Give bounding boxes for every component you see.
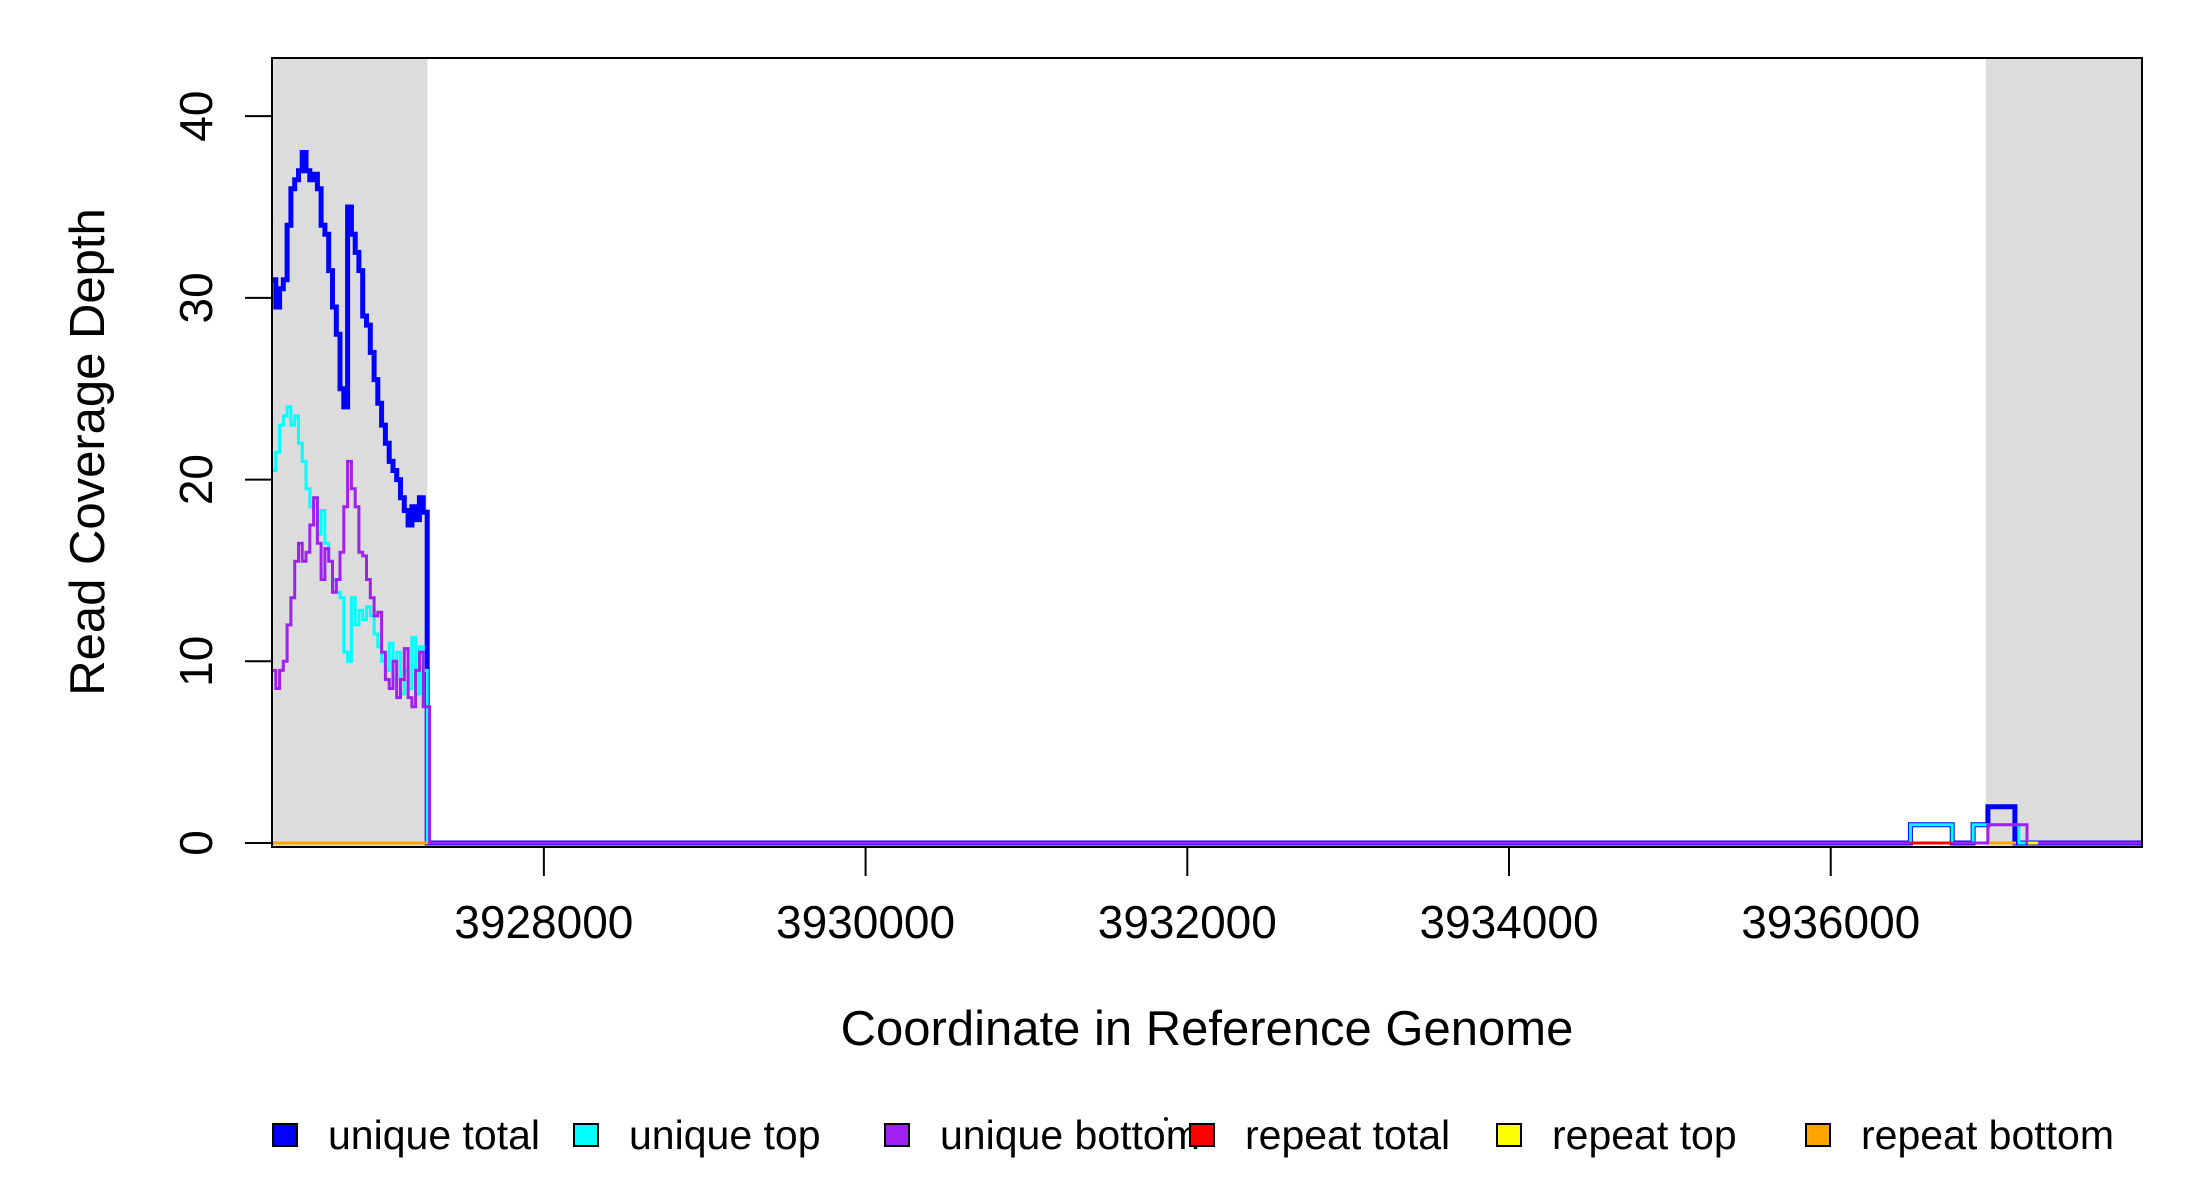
series-unique-bottom bbox=[272, 459, 2142, 845]
legend-label: unique total bbox=[328, 1112, 541, 1158]
legend-item-repeat-top: repeat top bbox=[1496, 1112, 1737, 1158]
legend-swatch bbox=[1805, 1123, 1831, 1147]
x-tick-label: 3934000 bbox=[1419, 896, 1598, 948]
legend-swatch bbox=[573, 1123, 599, 1147]
legend-label: repeat total bbox=[1245, 1112, 1451, 1158]
y-tick-label: 40 bbox=[170, 91, 222, 142]
legend-label: unique top bbox=[629, 1112, 821, 1158]
y-tick-label: 0 bbox=[170, 830, 222, 856]
x-tick-label: 3928000 bbox=[454, 896, 633, 948]
legend-label: repeat bottom bbox=[1861, 1112, 2114, 1158]
x-tick-label: 3936000 bbox=[1741, 896, 1920, 948]
x-tick-label: 3932000 bbox=[1098, 896, 1277, 948]
y-tick-label: 10 bbox=[170, 636, 222, 687]
legend-item-unique-bottom: unique bottom bbox=[884, 1112, 1200, 1158]
legend-swatch bbox=[1496, 1123, 1522, 1147]
series-unique-total bbox=[272, 150, 2142, 846]
masked-region-band bbox=[1985, 58, 2142, 847]
legend-label: repeat top bbox=[1552, 1112, 1737, 1158]
legend-item-unique-total: unique total bbox=[272, 1112, 541, 1158]
stray-dot-artifact bbox=[1164, 1117, 1168, 1121]
y-tick-label: 30 bbox=[170, 272, 222, 323]
legend-item-repeat-total: repeat total bbox=[1189, 1112, 1451, 1158]
legend-item-unique-top: unique top bbox=[573, 1112, 821, 1158]
x-axis-title: Coordinate in Reference Genome bbox=[840, 1002, 1574, 1056]
legend-item-repeat-bottom: repeat bottom bbox=[1805, 1112, 2114, 1158]
series-unique-top bbox=[272, 405, 2142, 845]
masked-region-band bbox=[272, 58, 428, 847]
legend-swatch bbox=[272, 1123, 298, 1147]
plot-frame bbox=[271, 57, 2143, 848]
y-tick-label: 20 bbox=[170, 454, 222, 505]
legend-label: unique bottom bbox=[940, 1112, 1200, 1158]
x-tick-label: 3930000 bbox=[776, 896, 955, 948]
series-group bbox=[272, 150, 2142, 846]
legend-swatch bbox=[884, 1123, 910, 1147]
y-axis-title: Read Coverage Depth bbox=[61, 208, 115, 696]
legend-swatch bbox=[1189, 1123, 1215, 1147]
